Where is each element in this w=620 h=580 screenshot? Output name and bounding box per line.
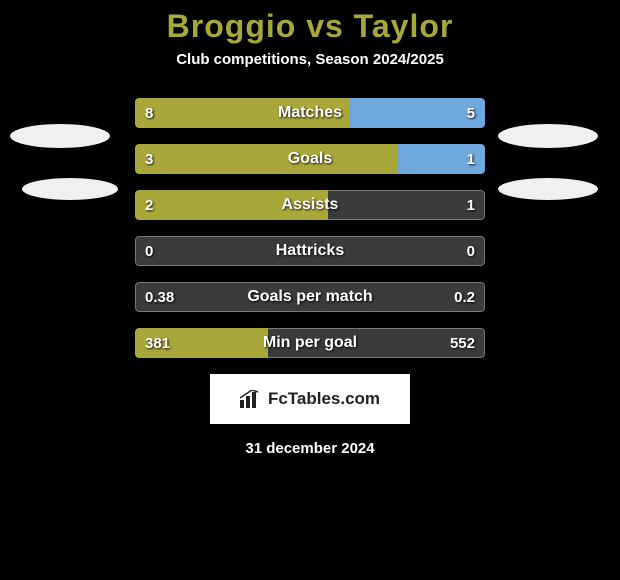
stat-row: 85Matches [135,98,485,128]
stat-value-left: 0.38 [145,282,174,312]
date-text: 31 december 2024 [0,440,620,457]
brand-badge: FcTables.com [210,374,410,424]
stat-value-right: 0 [467,236,475,266]
stat-value-left: 8 [145,98,153,128]
bar-track [135,282,485,312]
brand-text: FcTables.com [268,389,380,409]
comparison-infographic: Broggio vs Taylor Club competitions, Sea… [0,0,620,457]
stat-value-left: 381 [145,328,170,358]
bar-track [135,236,485,266]
page-subtitle: Club competitions, Season 2024/2025 [0,51,620,68]
bar-left-fill [135,98,350,128]
deco-ellipse [498,178,598,200]
bar-right-fill [350,98,485,128]
bar-left-fill [135,144,398,174]
chart-icon [240,390,262,408]
stat-row: 31Goals [135,144,485,174]
stats-bars: 85Matches31Goals21Assists00Hattricks0.38… [135,98,485,358]
stat-row: 0.380.2Goals per match [135,282,485,312]
stat-value-left: 0 [145,236,153,266]
deco-ellipse [10,124,110,148]
stat-value-right: 1 [467,190,475,220]
stat-value-right: 0.2 [454,282,475,312]
stat-row: 381552Min per goal [135,328,485,358]
deco-ellipse [498,124,598,148]
stat-value-left: 2 [145,190,153,220]
page-title: Broggio vs Taylor [0,8,620,45]
stat-value-right: 5 [467,98,475,128]
stat-row: 00Hattricks [135,236,485,266]
stat-value-right: 1 [467,144,475,174]
stat-value-left: 3 [145,144,153,174]
bar-left-fill [135,190,328,220]
stat-row: 21Assists [135,190,485,220]
stat-value-right: 552 [450,328,475,358]
deco-ellipse [22,178,118,200]
